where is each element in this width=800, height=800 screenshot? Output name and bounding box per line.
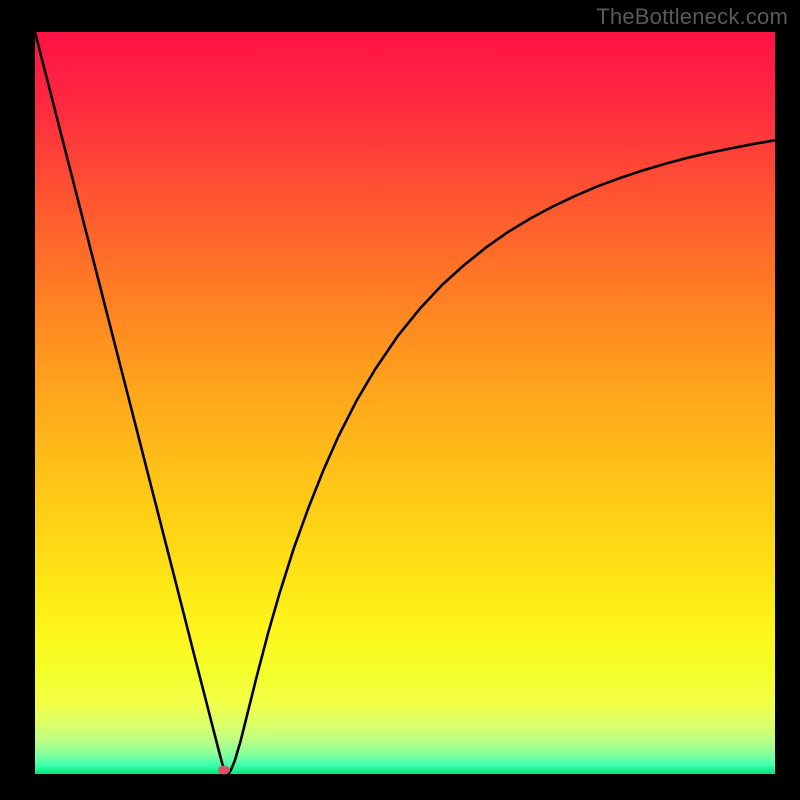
curve-layer (35, 32, 775, 774)
bottleneck-curve (35, 32, 775, 774)
chart-canvas: TheBottleneck.com (0, 0, 800, 800)
plot-area (35, 32, 775, 774)
minimum-marker (218, 765, 230, 774)
watermark-text: TheBottleneck.com (596, 4, 788, 30)
